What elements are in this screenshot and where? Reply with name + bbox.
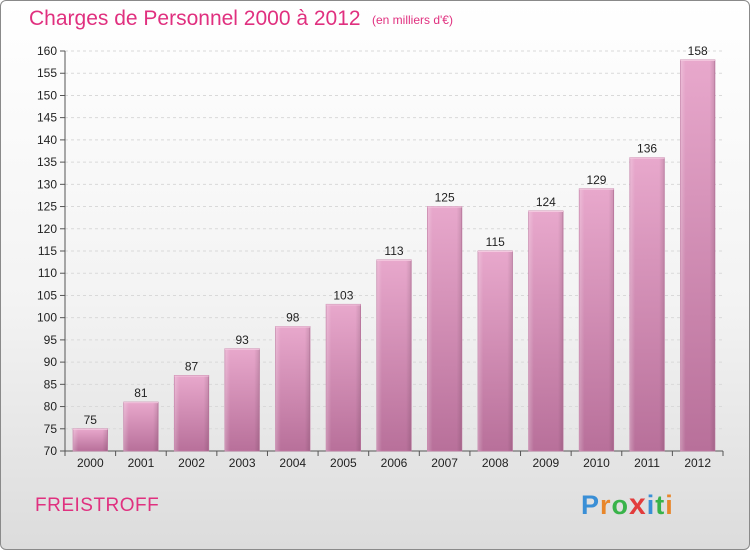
y-tick-label: 110 xyxy=(38,266,57,280)
y-tick-label: 115 xyxy=(38,244,57,258)
bar-value-label: 136 xyxy=(637,142,657,156)
x-tick-label: 2010 xyxy=(583,456,610,470)
bar-value-label: 129 xyxy=(586,173,606,187)
bar-shade xyxy=(326,304,361,451)
bar-shade xyxy=(478,251,513,451)
bar-shade xyxy=(680,59,715,452)
chart-title: Charges de Personnel 2000 à 2012 xyxy=(29,7,361,30)
y-tick-label: 90 xyxy=(44,355,58,369)
y-tick-label: 160 xyxy=(37,44,57,58)
y-tick-label: 85 xyxy=(44,377,58,391)
x-tick-label: 2001 xyxy=(128,456,155,470)
bar-shade xyxy=(224,348,260,451)
y-tick-label: 70 xyxy=(44,444,58,458)
location-label: FREISTROFF xyxy=(35,495,160,516)
label-layer: 75 81 87 93 98 103 113 125 115 124 129 136 158 xyxy=(84,44,708,427)
x-tick-label: 2007 xyxy=(431,456,458,470)
x-tick-label: 2002 xyxy=(178,456,205,470)
x-tick-label: 2011 xyxy=(634,456,660,470)
bar-shade xyxy=(123,402,159,451)
proxiti-logo: Proxiti xyxy=(581,488,674,522)
bar-shade xyxy=(427,206,462,451)
bar-shade xyxy=(275,326,310,451)
logo-letter: i xyxy=(646,490,656,520)
chart-subtitle: (en milliers d'€) xyxy=(372,13,453,27)
logo-letter: o xyxy=(611,490,630,520)
bar-shade xyxy=(376,259,412,451)
logo-letter: P xyxy=(581,490,601,520)
bar-shade xyxy=(73,428,108,451)
bar-value-label: 87 xyxy=(185,359,199,373)
bar-value-label: 93 xyxy=(235,333,249,347)
bar-layer xyxy=(72,59,716,452)
bar-value-label: 75 xyxy=(84,413,98,427)
bar-value-label: 98 xyxy=(286,311,300,325)
y-tick-label: 130 xyxy=(37,177,57,191)
x-tick-label: 2008 xyxy=(482,456,509,470)
bar-value-label: 158 xyxy=(688,44,708,58)
bar-shade xyxy=(579,188,614,451)
y-tick-label: 145 xyxy=(37,111,57,125)
bar-shade xyxy=(629,157,665,451)
bar-value-label: 115 xyxy=(486,235,505,249)
y-tick-label: 95 xyxy=(44,333,58,347)
y-tick-label: 150 xyxy=(37,88,57,102)
logo-letter: t xyxy=(655,490,666,520)
y-tick-label: 155 xyxy=(37,66,57,80)
y-tick-label: 120 xyxy=(37,222,57,236)
x-tick-label: 2005 xyxy=(330,456,357,470)
y-tick-label: 75 xyxy=(44,422,58,436)
y-tick-label: 105 xyxy=(37,288,57,302)
y-tick-label: 135 xyxy=(37,155,57,169)
logo-letter: x xyxy=(629,488,647,521)
bar-value-label: 124 xyxy=(536,195,556,209)
x-tick-label: 2004 xyxy=(279,456,306,470)
bar-value-label: 103 xyxy=(333,288,353,302)
bar-shade xyxy=(528,211,564,451)
x-tick-label: 2012 xyxy=(684,456,711,470)
logo-letter: r xyxy=(600,490,612,520)
x-tick-label: 2000 xyxy=(77,456,104,470)
bar-value-label: 125 xyxy=(435,191,455,205)
x-tick-label: 2006 xyxy=(381,456,408,470)
bar-value-label: 113 xyxy=(384,244,403,258)
bar-value-label: 81 xyxy=(134,386,148,400)
x-tick-label: 2003 xyxy=(229,456,256,470)
logo-letter: i xyxy=(665,490,674,520)
y-tick-label: 80 xyxy=(44,400,58,414)
y-tick-label: 100 xyxy=(37,311,57,325)
x-tick-label: 2009 xyxy=(532,456,559,470)
y-tick-label: 125 xyxy=(37,200,57,214)
y-tick-label: 140 xyxy=(37,133,57,147)
bar-shade xyxy=(174,375,209,451)
